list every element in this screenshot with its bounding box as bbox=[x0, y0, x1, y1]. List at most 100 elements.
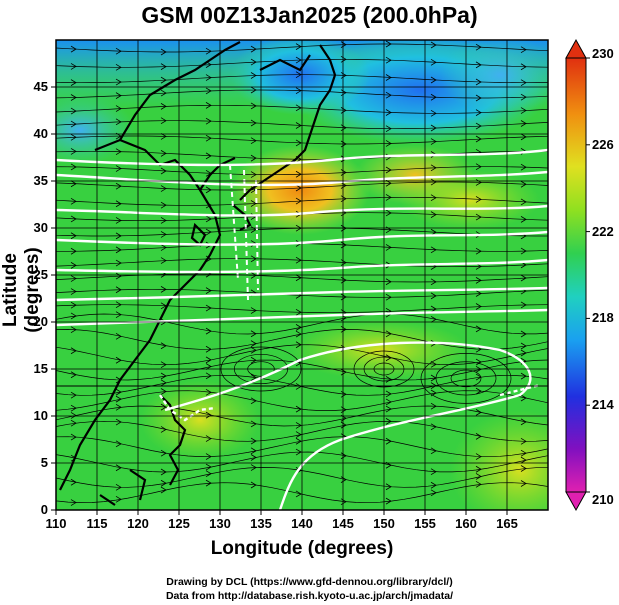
streamline-arrow bbox=[205, 74, 212, 81]
streamline-arrow bbox=[430, 93, 437, 101]
streamline-arrow bbox=[115, 464, 122, 472]
streamline-arrow bbox=[295, 139, 302, 147]
streamline-arrow bbox=[520, 46, 527, 54]
streamline-arrow bbox=[160, 286, 167, 293]
streamline bbox=[56, 166, 548, 176]
streamline-arrow bbox=[295, 330, 302, 338]
streamline-arrow bbox=[295, 341, 302, 349]
streamline-arrow bbox=[115, 440, 122, 448]
streamline bbox=[56, 58, 548, 68]
streamline-arrow bbox=[160, 217, 167, 224]
streamline-arrow bbox=[385, 330, 392, 338]
colorbar-tick-label: 218 bbox=[592, 310, 614, 326]
streamline-arrow bbox=[385, 166, 392, 174]
streamline-arrow bbox=[475, 290, 482, 297]
streamline-arrow bbox=[205, 152, 212, 160]
streamline-arrow bbox=[70, 94, 77, 101]
streamline-arrow bbox=[70, 347, 77, 355]
streamline-arrow bbox=[205, 134, 212, 142]
streamline-arrow bbox=[295, 256, 302, 264]
streamline-arrow bbox=[430, 109, 437, 117]
axis-tick-marks bbox=[51, 86, 508, 515]
streamline-arrow bbox=[475, 387, 482, 395]
streamline-arrow bbox=[70, 198, 77, 205]
streamline bbox=[56, 74, 548, 84]
streamline bbox=[56, 313, 548, 335]
streamline-arrow bbox=[205, 287, 212, 294]
streamline-arrow bbox=[115, 388, 122, 396]
streamline-arrow bbox=[115, 483, 122, 491]
streamline-arrow bbox=[115, 311, 122, 319]
streamline-arrow bbox=[160, 388, 167, 395]
streamline-arrow bbox=[205, 47, 212, 55]
streamline-arrow bbox=[250, 464, 257, 471]
streamline-arrow bbox=[295, 56, 302, 64]
streamline-arrow bbox=[205, 327, 212, 335]
y-tick-label: 30 bbox=[33, 220, 48, 235]
streamline-arrow bbox=[475, 358, 482, 366]
streamline-arrow bbox=[160, 426, 167, 433]
streamline-arrow bbox=[295, 104, 302, 112]
streamline-arrow bbox=[70, 215, 77, 223]
streamline-arrow bbox=[520, 63, 527, 71]
streamline-arrow bbox=[475, 277, 482, 284]
y-tick-label: 20 bbox=[33, 314, 48, 329]
x-tick-label: 120 bbox=[127, 516, 149, 531]
streamline-arrow bbox=[250, 171, 257, 178]
streamline-arrow bbox=[430, 164, 437, 172]
streamline-arrow bbox=[160, 342, 167, 350]
streamline-arrow bbox=[160, 89, 167, 97]
streamline-arrow bbox=[115, 92, 122, 99]
streamline-arrow bbox=[250, 330, 257, 338]
y-tick-label: 15 bbox=[33, 361, 48, 376]
streamline-arrow bbox=[520, 180, 527, 188]
x-tick-label: 140 bbox=[291, 516, 313, 531]
streamline-arrow bbox=[295, 448, 302, 456]
streamline-arrow bbox=[520, 198, 527, 206]
streamline bbox=[56, 436, 548, 458]
streamline-arrow bbox=[160, 231, 167, 238]
streamline-arrow bbox=[475, 473, 482, 480]
streamline-arrow bbox=[205, 435, 212, 442]
streamline-arrow bbox=[430, 228, 437, 236]
streamline-arrow bbox=[475, 303, 482, 310]
streamline-arrow bbox=[250, 45, 257, 53]
streamline bbox=[56, 304, 548, 314]
streamline-arrow bbox=[430, 315, 437, 323]
streamline-arrow bbox=[430, 211, 437, 218]
streamline-arrow bbox=[295, 274, 302, 282]
streamline-arrow bbox=[115, 403, 122, 411]
streamline-arrow bbox=[70, 148, 77, 155]
streamline-arrow bbox=[160, 372, 167, 380]
streamline-arrow bbox=[520, 437, 527, 445]
streamline-arrow bbox=[115, 246, 122, 254]
streamline-arrow bbox=[520, 342, 527, 350]
y-tick-label: 25 bbox=[33, 267, 48, 282]
streamline-arrow bbox=[430, 489, 437, 497]
streamline-arrow bbox=[70, 232, 77, 240]
streamline-arrow bbox=[385, 56, 392, 64]
streamline-arrow bbox=[520, 274, 527, 282]
streamline-arrow bbox=[250, 200, 257, 207]
streamline-arrow bbox=[205, 363, 212, 370]
streamline-arrow bbox=[115, 232, 122, 240]
streamline-arrow bbox=[70, 433, 77, 441]
streamline-arrow bbox=[205, 215, 212, 223]
streamline bbox=[56, 482, 548, 504]
streamline-arrow bbox=[70, 412, 77, 419]
streamline-arrow bbox=[430, 138, 437, 145]
streamline-arrow bbox=[205, 479, 212, 487]
streamline-arrow bbox=[160, 63, 167, 70]
streamline-arrow bbox=[115, 148, 122, 156]
streamline-arrow bbox=[250, 102, 257, 110]
streamline-arrow bbox=[520, 418, 527, 426]
streamline-arrow bbox=[160, 76, 167, 84]
streamline-arrow bbox=[250, 346, 257, 354]
streamline-arrow bbox=[115, 301, 122, 309]
streamline-arrow bbox=[70, 120, 77, 128]
streamline-arrow bbox=[160, 103, 167, 110]
streamline-arrow bbox=[475, 163, 482, 171]
streamline-arrow bbox=[160, 403, 167, 411]
streamline-arrow bbox=[385, 390, 392, 398]
streamline-arrow bbox=[115, 332, 122, 340]
